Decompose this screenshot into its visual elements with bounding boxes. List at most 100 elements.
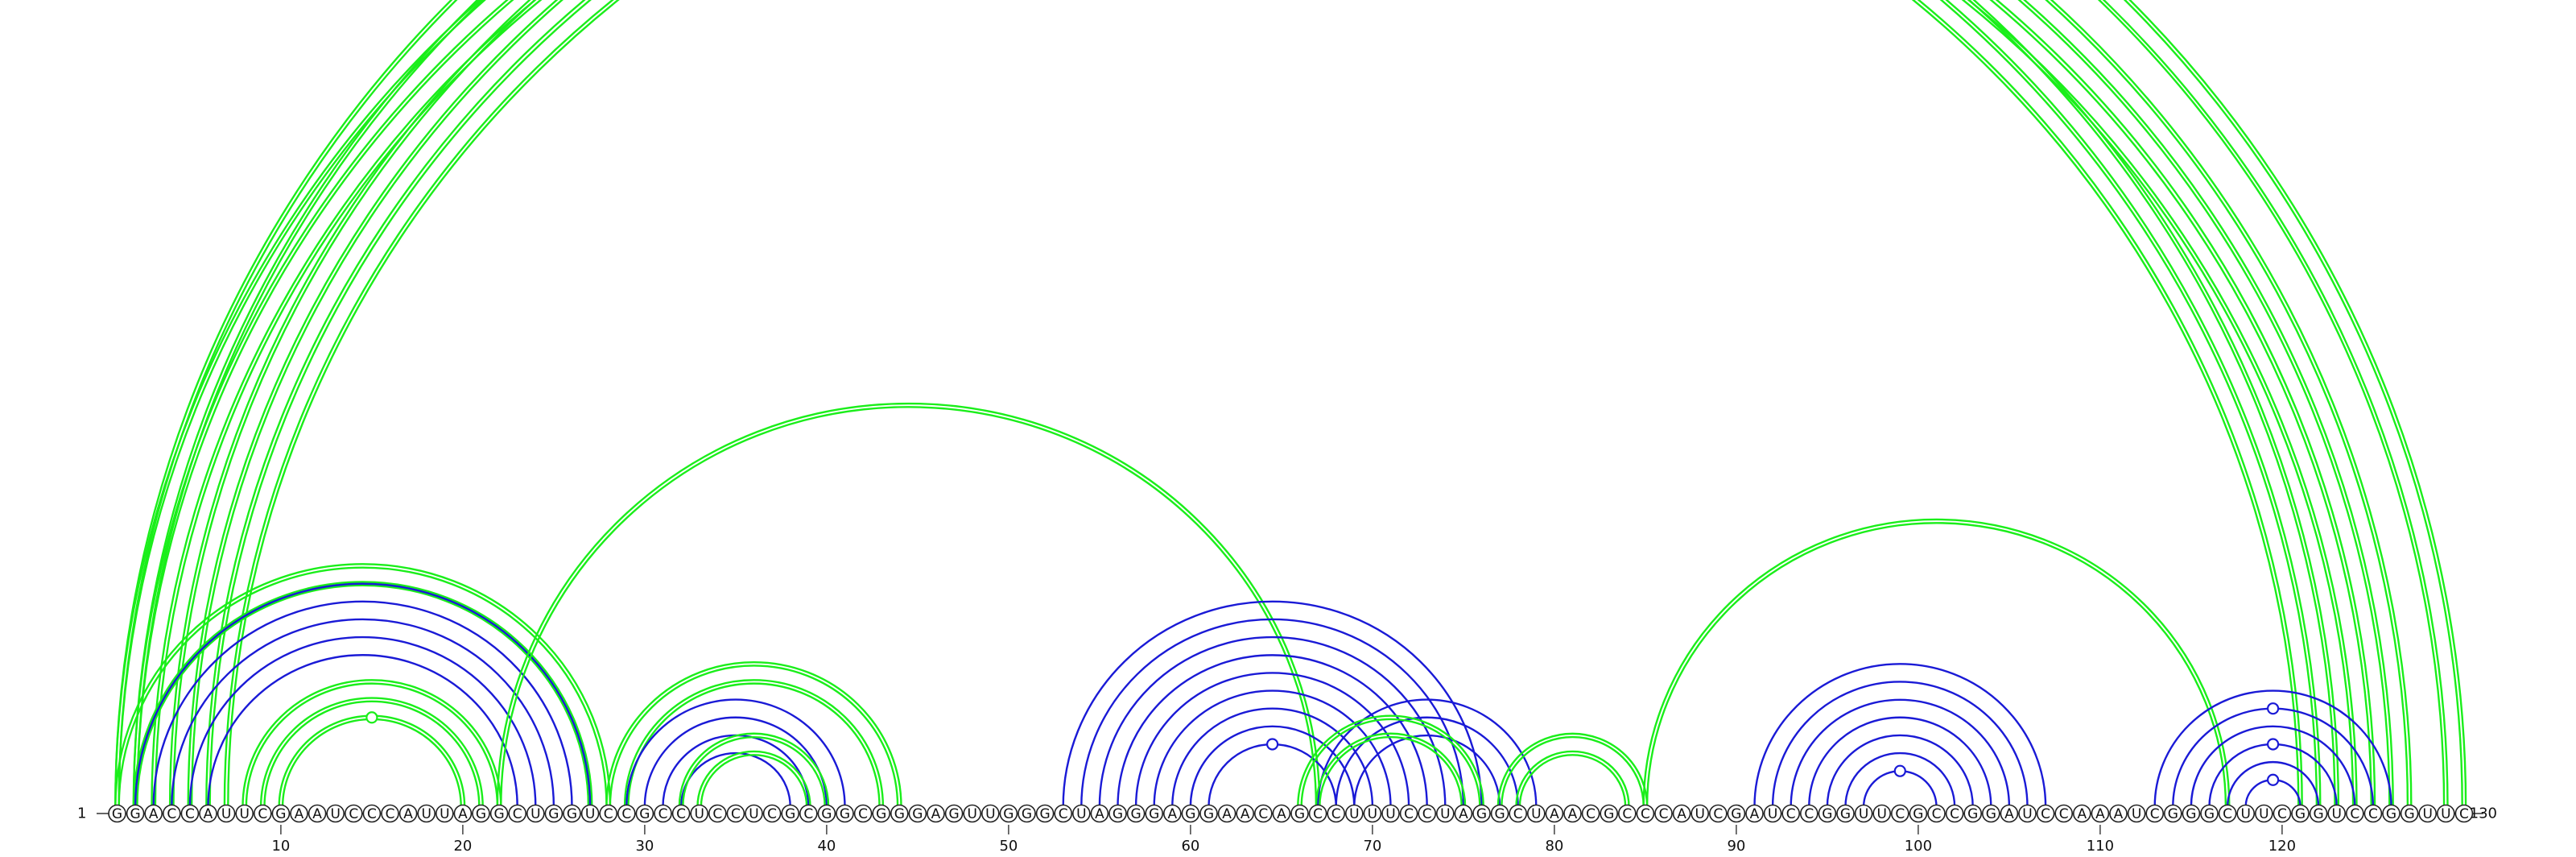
nucleotide: C xyxy=(2273,804,2292,823)
nucleotide-letter: C xyxy=(604,806,613,822)
nucleotide-letter: U xyxy=(421,806,431,822)
nucleotide-circle xyxy=(381,804,399,823)
nucleotide-circle xyxy=(654,804,672,823)
nucleotide-letter: U xyxy=(2022,806,2032,822)
green-arc xyxy=(172,0,2409,807)
nucleotide-circle xyxy=(635,804,654,823)
nucleotide-letter: G xyxy=(2204,806,2215,822)
nucleotide-circle xyxy=(271,804,291,823)
pair-marker xyxy=(2267,702,2280,715)
nucleotide-circle xyxy=(2382,804,2401,823)
nucleotide: G xyxy=(472,804,490,823)
nucleotide-letter: G xyxy=(2386,806,2396,822)
nucleotide-letter: C xyxy=(767,806,777,822)
nucleotide-circle xyxy=(2454,804,2474,823)
nucleotide: C xyxy=(1781,804,1800,823)
nucleotide-letter: G xyxy=(2186,806,2196,822)
nucleotide-circle xyxy=(2000,804,2019,823)
nucleotide-circle xyxy=(2200,804,2219,823)
nucleotide-circle xyxy=(762,804,782,823)
nucleotide-circle xyxy=(235,804,254,823)
nucleotide-letter: U xyxy=(1349,806,1359,822)
nucleotide-circle xyxy=(398,804,418,823)
nucleotide-letter: U xyxy=(239,806,249,822)
nucleotide: C xyxy=(1327,804,1345,823)
green-arc xyxy=(118,0,2336,807)
nucleotide-circle xyxy=(290,804,308,823)
nucleotide-letter: C xyxy=(258,806,267,822)
nucleotide: G xyxy=(817,804,836,823)
nucleotide-letter: U xyxy=(2240,806,2250,822)
nucleotide-circle xyxy=(2164,804,2182,823)
nucleotide-circle xyxy=(2109,804,2128,823)
nucleotide-circle xyxy=(1199,804,1218,823)
nucleotide-circle xyxy=(1854,804,1873,823)
blue-arc xyxy=(1098,636,1447,807)
nucleotide-letter: G xyxy=(2314,806,2324,822)
nucleotide-circle xyxy=(544,804,564,823)
nucleotide-letter: A xyxy=(2095,806,2105,822)
nucleotide: G xyxy=(126,804,145,823)
nucleotide: C xyxy=(2036,804,2055,823)
nucleotide-circle xyxy=(1727,804,1746,823)
nucleotide-letter: U xyxy=(2422,806,2432,822)
nucleotide-circle xyxy=(1618,804,1637,823)
nucleotide: U xyxy=(2255,804,2273,823)
nucleotide-circle xyxy=(708,804,727,823)
blue-arc xyxy=(1790,698,2011,807)
nucleotide-circle xyxy=(217,804,236,823)
blue-arc xyxy=(1844,751,1956,807)
nucleotide-letter: A xyxy=(204,806,213,822)
nucleotide-circle xyxy=(799,804,818,823)
nucleotide: G xyxy=(890,804,909,823)
nucleotide-circle xyxy=(1163,804,1182,823)
nucleotide-circle xyxy=(2182,804,2201,823)
nucleotide: U xyxy=(690,804,709,823)
nucleotide-letter: A xyxy=(312,806,322,822)
nucleotide: C xyxy=(762,804,782,823)
nucleotide: G xyxy=(2200,804,2219,823)
nucleotide: U xyxy=(1690,804,1709,823)
nucleotide-letter: A xyxy=(149,806,159,822)
green-arc xyxy=(1300,718,1481,807)
nucleotide-circle xyxy=(2255,804,2273,823)
nucleotide-circle xyxy=(2437,804,2455,823)
nucleotide-circle xyxy=(1800,804,1818,823)
green-arc xyxy=(259,697,484,807)
nucleotide: C xyxy=(1800,804,1818,823)
nucleotide: A xyxy=(1163,804,1182,823)
nucleotide-letter: G xyxy=(1113,806,1123,822)
pair-marker xyxy=(365,711,378,724)
nucleotide-letter: U xyxy=(330,806,340,822)
nucleotide-circle xyxy=(2327,804,2346,823)
nucleotide-letter: U xyxy=(2259,806,2268,822)
nucleotide-circle xyxy=(1872,804,1891,823)
nucleotide: U xyxy=(1872,804,1891,823)
nucleotide: C xyxy=(799,804,818,823)
nucleotide-circle xyxy=(108,804,126,823)
nucleotide: C xyxy=(617,804,636,823)
nucleotide-letter: C xyxy=(1622,806,1632,822)
tick-label: 90 xyxy=(1727,838,1745,855)
nucleotide: G xyxy=(836,804,854,823)
nucleotide: G xyxy=(1108,804,1127,823)
nucleotide: U xyxy=(745,804,763,823)
nucleotide-letter: U xyxy=(749,806,758,822)
green-arc xyxy=(700,754,808,807)
nucleotide: C xyxy=(1254,804,1273,823)
pair-marker xyxy=(1893,764,1906,777)
blue-arc xyxy=(134,582,592,807)
nucleotide: A xyxy=(1563,804,1582,823)
nucleotide-circle xyxy=(1472,804,1491,823)
nucleotide: C xyxy=(508,804,527,823)
green-arc xyxy=(114,0,2467,807)
nucleotide: A xyxy=(2091,804,2110,823)
nucleotide: G xyxy=(1145,804,1163,823)
nucleotide-letter: G xyxy=(567,806,577,822)
nucleotide-letter: U xyxy=(530,806,540,822)
nucleotide: A xyxy=(1672,804,1691,823)
nucleotide-letter: U xyxy=(694,806,704,822)
nucleotide-letter: U xyxy=(1385,806,1395,822)
nucleotide-letter: A xyxy=(1677,806,1686,822)
nucleotide-letter: G xyxy=(1495,806,1505,822)
